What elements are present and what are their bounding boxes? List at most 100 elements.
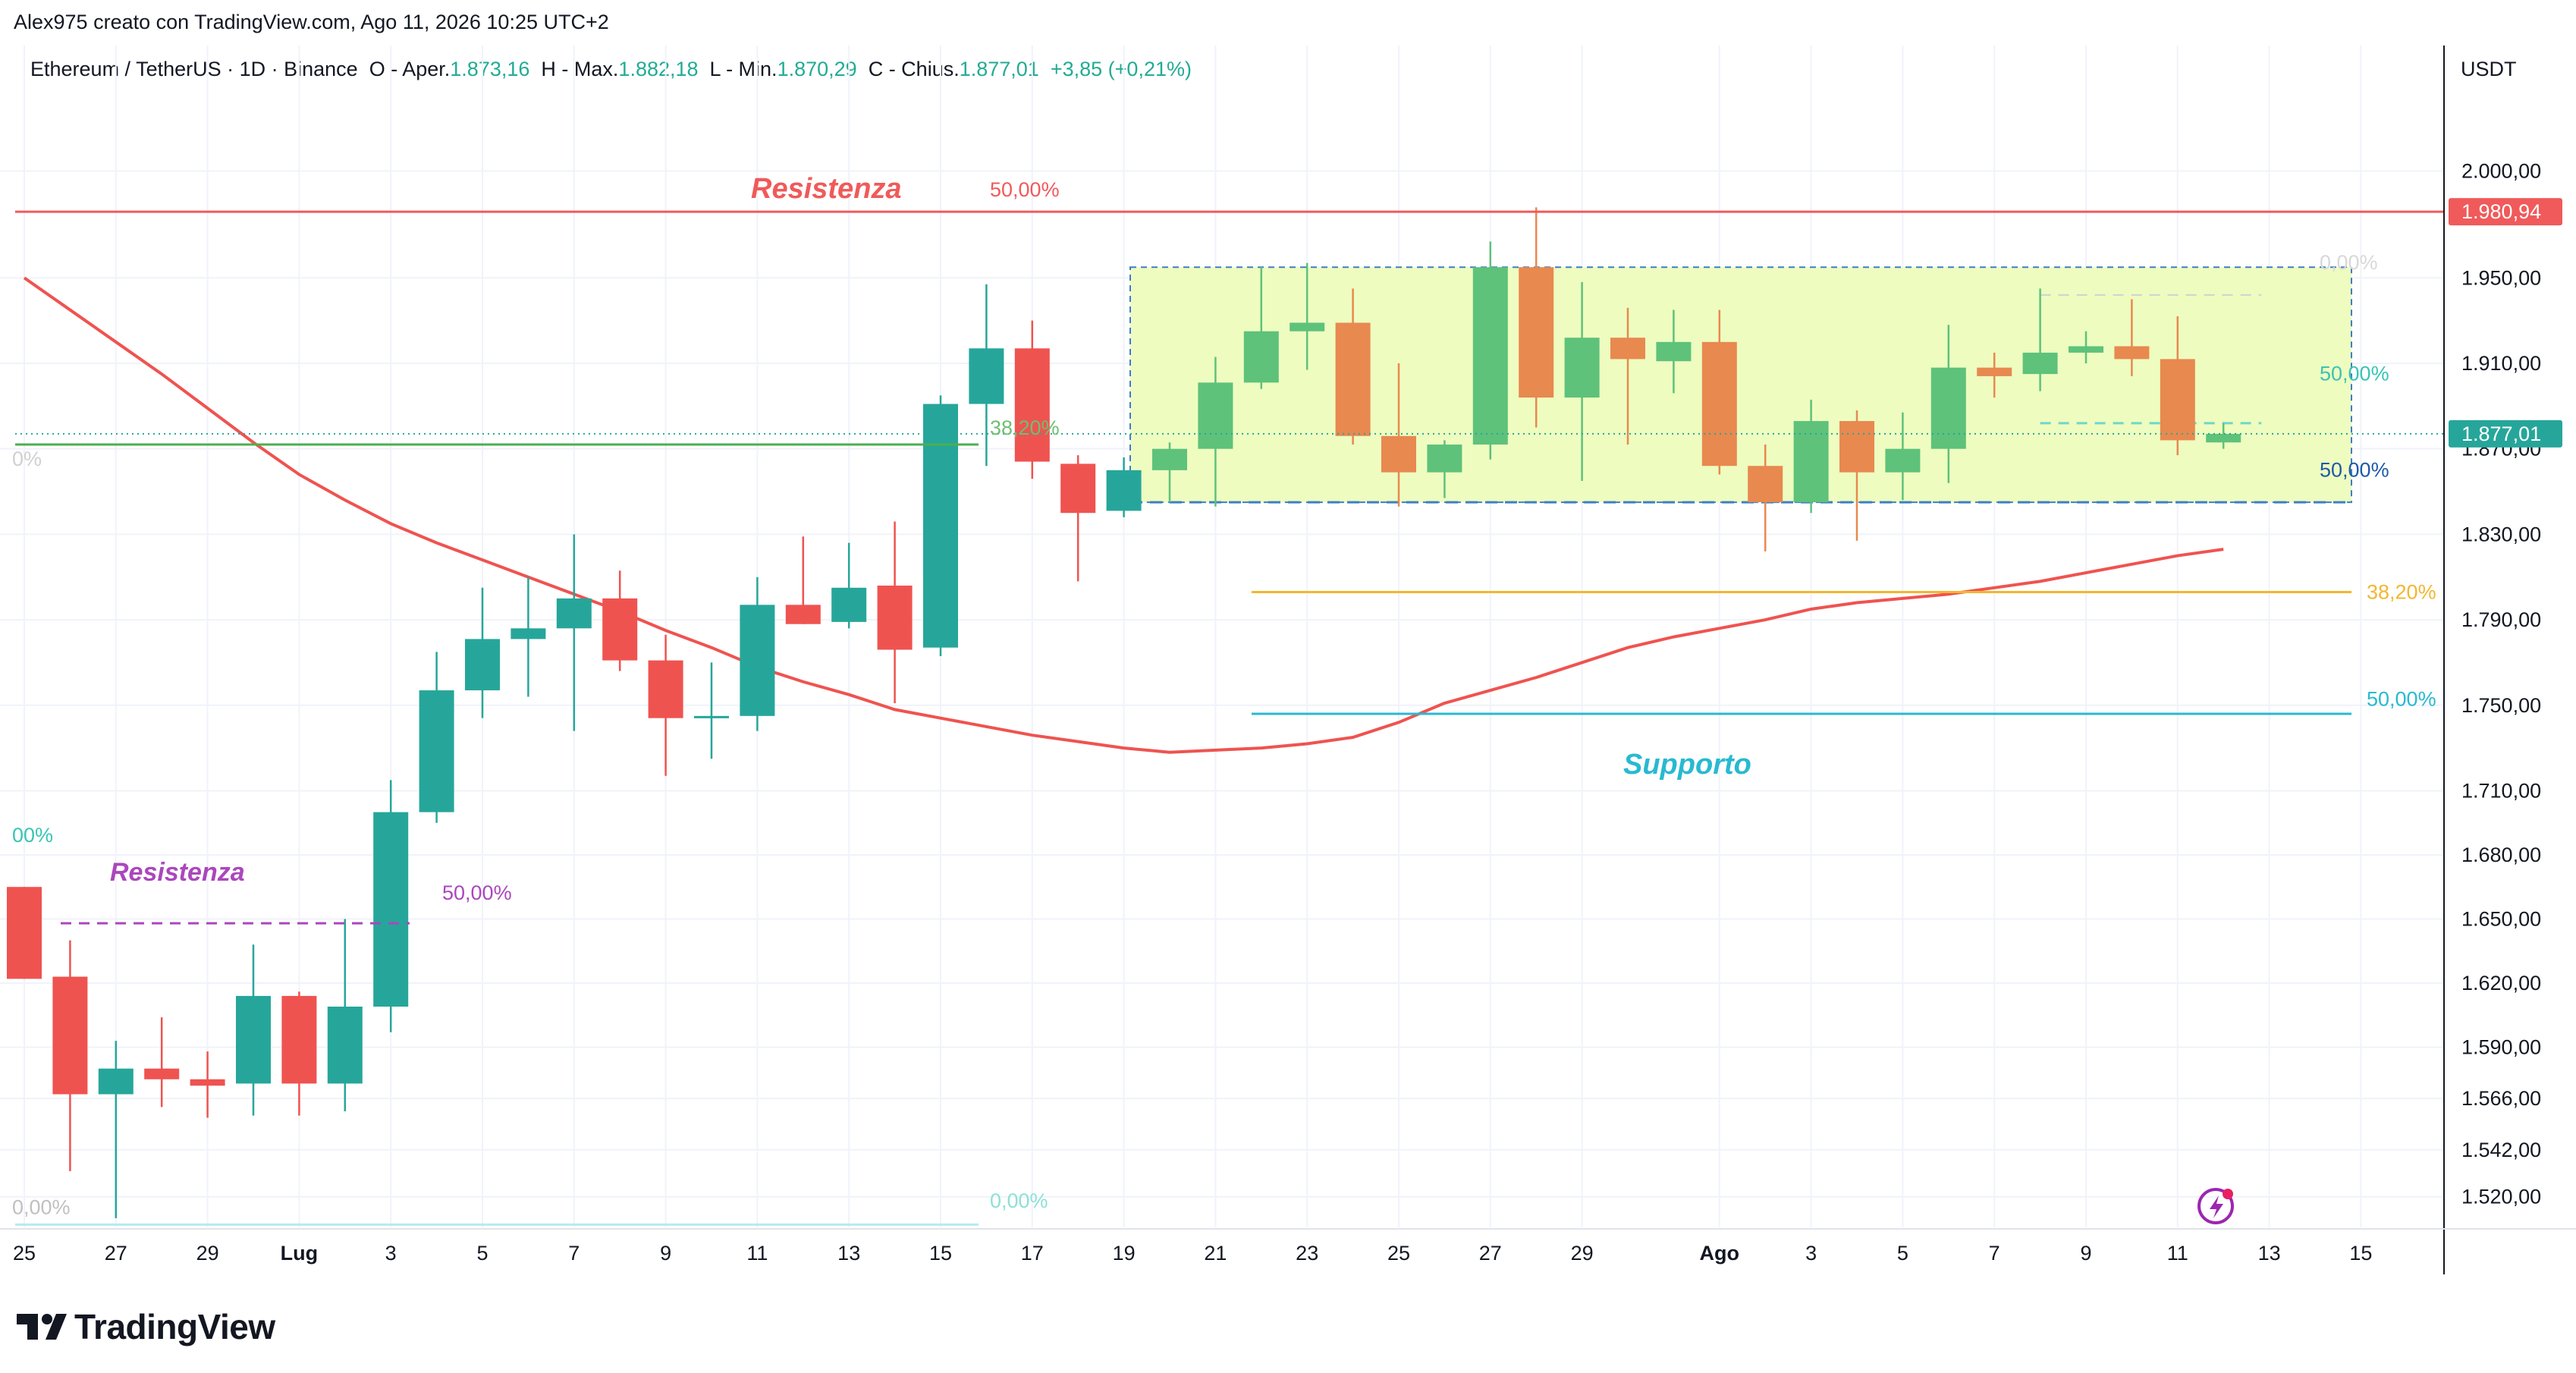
candle	[2114, 299, 2150, 376]
legend-open-label: O - Aper.	[369, 58, 451, 80]
candle-body	[144, 1068, 180, 1079]
candle-body	[1885, 448, 1921, 473]
candle	[327, 919, 363, 1112]
candle	[1427, 440, 1462, 498]
candle-body	[510, 628, 546, 639]
price-tick-label: 1.750,00	[2461, 694, 2541, 717]
resistance-price-tag: 1.980,94	[2449, 198, 2562, 226]
price-tick-label: 1.590,00	[2461, 1036, 2541, 1059]
time-tick-label: 9	[2080, 1242, 2091, 1265]
resistenza-left-label: Resistenza	[110, 858, 245, 887]
candle	[1701, 309, 1737, 475]
candle-body	[2114, 346, 2150, 360]
candle	[144, 1017, 180, 1108]
candle	[1885, 412, 1921, 501]
price-tick-label: 1.566,00	[2461, 1087, 2541, 1110]
chart-overlays	[1129, 266, 2352, 504]
candle-body	[1701, 341, 1737, 467]
legend-low-value: 1.870,29	[777, 58, 857, 80]
fib-382-mid-label: 38,20%	[990, 416, 1060, 439]
time-tick-label: 19	[1113, 1242, 1136, 1265]
candle	[510, 577, 546, 697]
current-price-tag: 1.877,01	[2449, 419, 2562, 448]
price-tick-label: 1.542,00	[2461, 1139, 2541, 1161]
candle	[52, 940, 88, 1171]
time-tick-label: 11	[2167, 1242, 2188, 1265]
tradingview-logo-icon	[17, 1314, 67, 1340]
legend-high-label: H - Max.	[541, 58, 619, 80]
time-tick-label: 9	[660, 1242, 671, 1265]
fib-50-support-label: 50,00%	[2367, 687, 2436, 710]
chart-grid	[0, 46, 2444, 1227]
tradingview-logo[interactable]: TradingView	[17, 1306, 275, 1347]
candle	[2069, 331, 2103, 363]
legend-open-value: 1.873,16	[450, 58, 530, 80]
chart-axes: 1.520,00 1.542,00 1.566,00 1.590,00 1.620,00…	[0, 46, 2576, 1274]
candle-body	[1152, 448, 1187, 470]
candle-body	[373, 812, 409, 1007]
candle-body	[923, 404, 958, 648]
candle	[1060, 455, 1096, 582]
candle	[969, 284, 1004, 467]
candle-body	[236, 995, 271, 1084]
legend-low-label: L - Min.	[709, 58, 778, 80]
candle	[1839, 410, 1874, 541]
time-tick-label: 15	[929, 1242, 952, 1265]
lightning-icon-dot	[2223, 1189, 2233, 1199]
candle	[785, 536, 821, 624]
time-tick-label: 15	[2349, 1242, 2372, 1265]
fib-382-yellow-label: 38,20%	[2367, 580, 2436, 603]
candle-body	[1472, 267, 1508, 445]
legend-symbol[interactable]: Ethereum / TetherUS · 1D · Binance	[30, 58, 358, 80]
candle-body	[2206, 433, 2241, 443]
lightning-icon-ring	[2197, 1188, 2234, 1224]
lightning-icon-bolt	[2210, 1195, 2223, 1218]
candle	[1381, 363, 1416, 507]
candle	[236, 944, 271, 1116]
fib-50-box-right-label: 50,00%	[2320, 363, 2389, 385]
candles-layer	[7, 207, 2241, 1218]
time-tick-label: 7	[1989, 1242, 2000, 1265]
candle	[190, 1051, 225, 1118]
currency-label[interactable]: USDT	[2461, 58, 2517, 80]
candle	[1014, 320, 1050, 479]
time-tick-label: 5	[1897, 1242, 1908, 1265]
fib-50-top-label: 50,00%	[990, 178, 1060, 201]
candle-body	[52, 976, 88, 1095]
candle	[1335, 288, 1371, 445]
time-tick-label: 3	[385, 1242, 397, 1265]
fib-0-bottom-label: 0,00%	[990, 1189, 1048, 1212]
candle	[831, 542, 867, 629]
candle	[1472, 241, 1508, 460]
candle-body	[1977, 367, 2012, 376]
candle-body	[281, 995, 317, 1084]
price-tick-label: 1.710,00	[2461, 779, 2541, 802]
candle	[1564, 281, 1600, 481]
candle	[1977, 352, 2012, 398]
time-tick-label: 27	[1479, 1242, 1502, 1265]
time-tick-label: 25	[1387, 1242, 1410, 1265]
candle-body	[98, 1068, 134, 1095]
level-lines-layer	[15, 210, 2444, 1226]
current-price-tag-text: 1.877,01	[2461, 423, 2541, 445]
candle	[419, 652, 454, 823]
fib-0-box-label: 0,00%	[2320, 251, 2378, 274]
candle-body	[1427, 445, 1462, 473]
candle-body	[740, 605, 775, 716]
candle-body	[1106, 470, 1142, 511]
time-tick-label: 13	[2258, 1242, 2281, 1265]
candle	[1519, 207, 1554, 428]
candle	[740, 577, 775, 731]
candle	[1106, 457, 1142, 517]
candle	[602, 570, 638, 671]
candle-body	[2069, 346, 2103, 353]
candle	[1748, 445, 1783, 551]
price-tick-label: 1.830,00	[2461, 523, 2541, 545]
candle-body	[1381, 435, 1416, 473]
moving-average-line	[23, 276, 2224, 754]
candle-body	[1014, 348, 1050, 462]
candle	[1930, 325, 1966, 483]
price-tick-label: 1.950,00	[2461, 266, 2541, 289]
candle	[1290, 262, 1325, 370]
